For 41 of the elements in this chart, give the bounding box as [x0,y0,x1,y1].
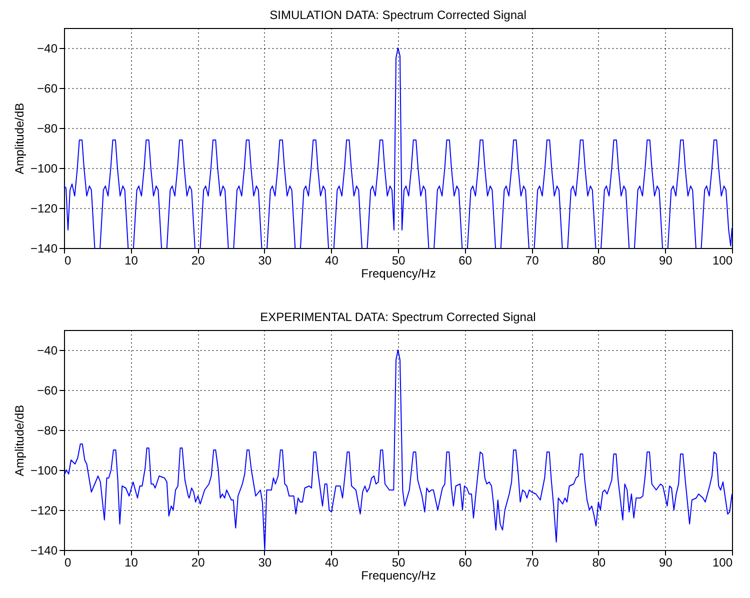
x-tick-label: 0 [64,556,72,570]
x-tick-label: 100 [712,254,733,268]
x-tick-label: 10 [124,254,138,268]
chart-title: SIMULATION DATA: Spectrum Corrected Signal [270,8,526,22]
x-tick-label: 70 [525,556,540,570]
y-tick-label: −100 [30,464,58,478]
x-tick-label: 100 [712,556,733,570]
x-tick-label: 90 [659,254,673,268]
y-tick-label: −80 [37,122,58,136]
x-tick-label: 30 [258,254,272,268]
x-tick-label: 70 [525,254,540,268]
y-tick-label: −120 [30,504,58,518]
y-tick-label: −140 [30,544,58,558]
x-tick-label: 50 [392,254,406,268]
y-axis-title: Amplitude/dB [12,102,26,174]
y-tick-label: −40 [37,42,58,56]
x-axis-title: Frequency/Hz [361,568,436,582]
x-tick-label: 80 [592,556,606,570]
x-tick-label: 50 [392,556,406,570]
y-axis-title: Amplitude/dB [12,404,26,476]
x-tick-label: 90 [659,556,673,570]
x-tick-label: 60 [458,254,472,268]
x-tick-label: 10 [124,556,138,570]
x-tick-label: 30 [258,556,272,570]
x-tick-label: 80 [592,254,606,268]
y-tick-label: −100 [30,162,58,176]
chart-title: EXPERIMENTAL DATA: Spectrum Corrected Signal [260,310,536,324]
y-tick-label: −40 [37,344,58,358]
x-tick-label: 40 [325,254,339,268]
x-tick-label: 20 [191,556,206,570]
y-tick-label: −80 [37,424,58,438]
x-tick-label: 0 [64,254,72,268]
y-tick-label: −60 [37,82,58,96]
x-axis-title: Frequency/Hz [361,266,436,280]
y-tick-label: −60 [37,384,58,398]
y-tick-label: −120 [30,202,58,216]
x-tick-label: 40 [325,556,339,570]
y-tick-label: −140 [30,242,58,256]
line-series [64,350,732,550]
x-tick-label: 20 [191,254,206,268]
x-tick-label: 60 [458,556,472,570]
